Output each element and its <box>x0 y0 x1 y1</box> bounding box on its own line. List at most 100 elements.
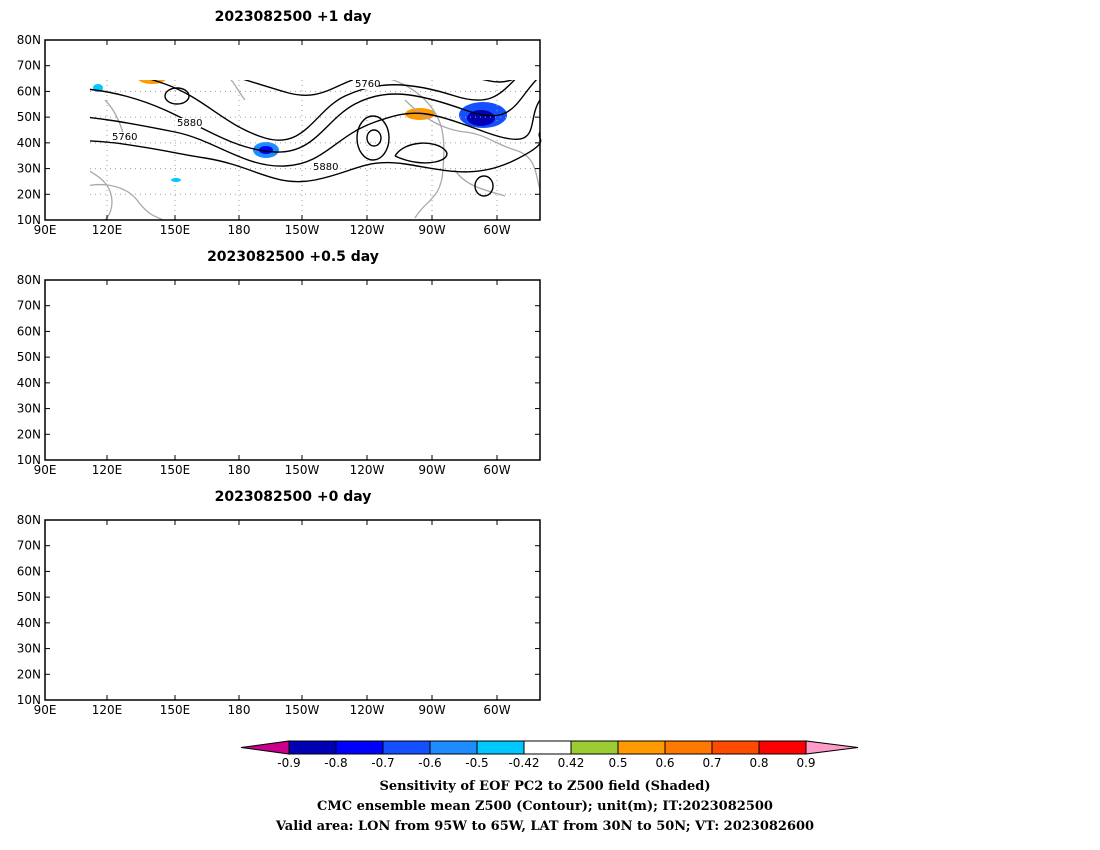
colorbar-segment <box>617 740 666 755</box>
lat-label: 40N <box>17 376 41 390</box>
panel-3-map: 5520564054005520564057605760588058805880… <box>17 513 541 717</box>
lon-label: 180 <box>228 703 251 717</box>
lat-label: 10N <box>17 213 41 227</box>
lon-label: 120W <box>350 463 385 477</box>
sensitivity-patch <box>171 178 181 182</box>
lat-label: 60N <box>17 564 41 578</box>
colorbar-label: -0.8 <box>324 756 347 770</box>
lon-label: 150W <box>285 703 320 717</box>
coastline <box>90 170 113 221</box>
lat-label: 80N <box>17 513 41 527</box>
z500-contour <box>90 131 542 183</box>
caption-line-2: CMC ensemble mean Z500 (Contour); unit(m… <box>317 799 773 814</box>
colorbar-low-arrow <box>240 740 290 755</box>
coastline <box>454 169 506 197</box>
lat-label: 20N <box>17 667 41 681</box>
lon-label: 150E <box>160 703 191 717</box>
lat-label: 40N <box>17 136 41 150</box>
map-background <box>45 280 540 460</box>
sensitivity-patch <box>405 108 435 120</box>
z500-contour <box>356 115 390 161</box>
z500-contour <box>474 175 494 197</box>
contour-label: 5760 <box>112 132 137 143</box>
panel-2-title: 2023082500 +0.5 day <box>207 249 379 265</box>
sensitivity-patch <box>138 80 166 84</box>
panel-1-title: 2023082500 +1 day <box>215 9 372 25</box>
lat-label: 70N <box>17 539 41 553</box>
colorbar-label: 0.8 <box>749 756 768 770</box>
lat-label: 40N <box>17 616 41 630</box>
lon-label: 120E <box>92 703 123 717</box>
coastline <box>90 183 164 221</box>
contour-label-bg <box>110 132 136 142</box>
lat-label: 80N <box>17 33 41 47</box>
panel-1-map: 55205640552056405760528058805760588080N7… <box>17 33 542 237</box>
coastline <box>230 80 246 101</box>
lat-label: 60N <box>17 84 41 98</box>
contour-label-bg <box>353 80 379 89</box>
lat-label: 20N <box>17 427 41 441</box>
map-background <box>45 520 540 700</box>
lon-label: 120E <box>92 463 123 477</box>
map-content: 552056405520564057605280588057605880 <box>90 79 542 221</box>
colorbar-label: 0.9 <box>796 756 815 770</box>
colorbar-segment <box>758 740 807 755</box>
colorbar-segment <box>335 740 384 755</box>
contour-label-bg <box>175 118 201 128</box>
z500-contour <box>150 80 516 141</box>
z500-contour <box>366 129 382 147</box>
lon-label: 60W <box>483 223 510 237</box>
map-background <box>45 40 540 220</box>
contour-label: 5880 <box>177 118 202 129</box>
panel-2-map: 5520564054005520564057605280576058805880… <box>17 273 541 477</box>
lon-label: 150W <box>285 223 320 237</box>
lat-label: 10N <box>17 693 41 707</box>
colorbar-segment <box>664 740 713 755</box>
colorbar-segment <box>288 740 337 755</box>
coastline <box>345 80 445 219</box>
lat-label: 50N <box>17 110 41 124</box>
sensitivity-patch <box>467 110 495 126</box>
panel-3-title: 2023082500 +0 day <box>215 489 372 505</box>
caption-line-1: Sensitivity of EOF PC2 to Z500 field (Sh… <box>379 779 710 794</box>
colorbar-high-arrow <box>805 740 859 755</box>
panel-3: 2023082500 +0 day 5520564054005520564057… <box>17 489 541 717</box>
contour-label-bg <box>311 162 337 172</box>
z500-contour <box>164 87 190 105</box>
lon-label: 120W <box>350 703 385 717</box>
lon-label: 90E <box>34 703 57 717</box>
colorbar-segment <box>523 740 572 755</box>
contour-label: 5880 <box>313 162 338 173</box>
lon-label: 150E <box>160 463 191 477</box>
colorbar-label: -0.42 <box>508 756 539 770</box>
contour-label: 5760 <box>355 79 380 90</box>
lon-label: 60W <box>483 463 510 477</box>
z500-contour <box>90 99 541 167</box>
lat-label: 50N <box>17 350 41 364</box>
lon-label: 90E <box>34 463 57 477</box>
z500-contour <box>90 80 538 153</box>
lon-label: 90W <box>418 223 445 237</box>
lon-label: 60W <box>483 703 510 717</box>
lat-label: 70N <box>17 299 41 313</box>
colorbar-segment <box>429 740 478 755</box>
colorbar-label: 0.42 <box>558 756 585 770</box>
colorbar-label: -0.5 <box>465 756 488 770</box>
lon-label: 150W <box>285 463 320 477</box>
colorbar-label: 0.5 <box>608 756 627 770</box>
lon-label: 90E <box>34 223 57 237</box>
colorbar-label: -0.7 <box>371 756 394 770</box>
lon-label: 150E <box>160 223 191 237</box>
lat-label: 70N <box>17 59 41 73</box>
panel-1: 2023082500 +1 day 5520564055205640576052… <box>17 9 542 237</box>
colorbar: -0.9 -0.8 -0.7 -0.6 -0.5 -0.42 0.42 0.5 0.6 0.7 0.… <box>240 740 859 770</box>
map-frame <box>44 519 541 701</box>
colorbar-label: 0.6 <box>655 756 674 770</box>
colorbar-segment <box>382 740 431 755</box>
lon-label: 90W <box>418 463 445 477</box>
lat-label: 50N <box>17 590 41 604</box>
panel-2: 2023082500 +0.5 day 55205640540055205640… <box>17 249 541 477</box>
lon-label: 120W <box>350 223 385 237</box>
lat-label: 30N <box>17 162 41 176</box>
